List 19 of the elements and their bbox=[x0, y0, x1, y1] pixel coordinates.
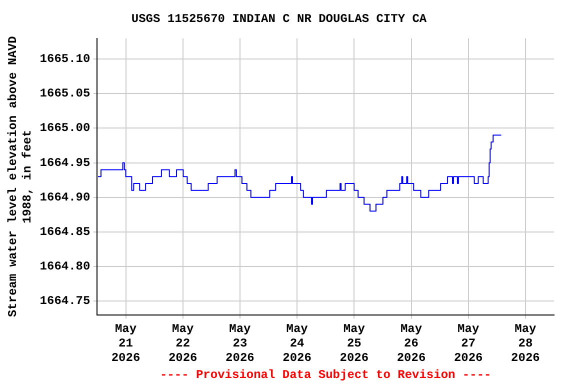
y-tick-label: 1664.90 bbox=[40, 190, 90, 204]
y-tick-label: 1664.80 bbox=[40, 259, 90, 274]
y-tick-label: 1664.95 bbox=[40, 156, 90, 170]
y-tick-label: 1664.85 bbox=[40, 224, 90, 239]
x-tick-label: May 25 2026 bbox=[340, 322, 369, 365]
y-axis-title: Stream water level elevation above NAVD 1988, in feet bbox=[6, 36, 35, 318]
x-tick-label: May 27 2026 bbox=[454, 322, 483, 365]
y-tick-label: 1665.10 bbox=[40, 52, 90, 66]
x-tick-label: May 22 2026 bbox=[168, 322, 198, 365]
chart-title: USGS 11525670 INDIAN C NR DOUGLAS CITY CA bbox=[131, 12, 428, 26]
y-tick-label: 1664.75 bbox=[40, 294, 90, 308]
x-tick-label: May 26 2026 bbox=[396, 322, 426, 365]
x-tick-label: May 28 2026 bbox=[511, 322, 540, 365]
y-tick-label: 1665.00 bbox=[40, 121, 90, 136]
x-tick-label: May 23 2026 bbox=[226, 322, 254, 365]
x-tick-label: May 21 2026 bbox=[111, 322, 140, 365]
x-tick-label: May 24 2026 bbox=[282, 322, 312, 365]
text: ---- Provisional Data Subject to Revision ---- bbox=[160, 368, 492, 382]
y-tick-label: 1665.05 bbox=[40, 86, 90, 101]
